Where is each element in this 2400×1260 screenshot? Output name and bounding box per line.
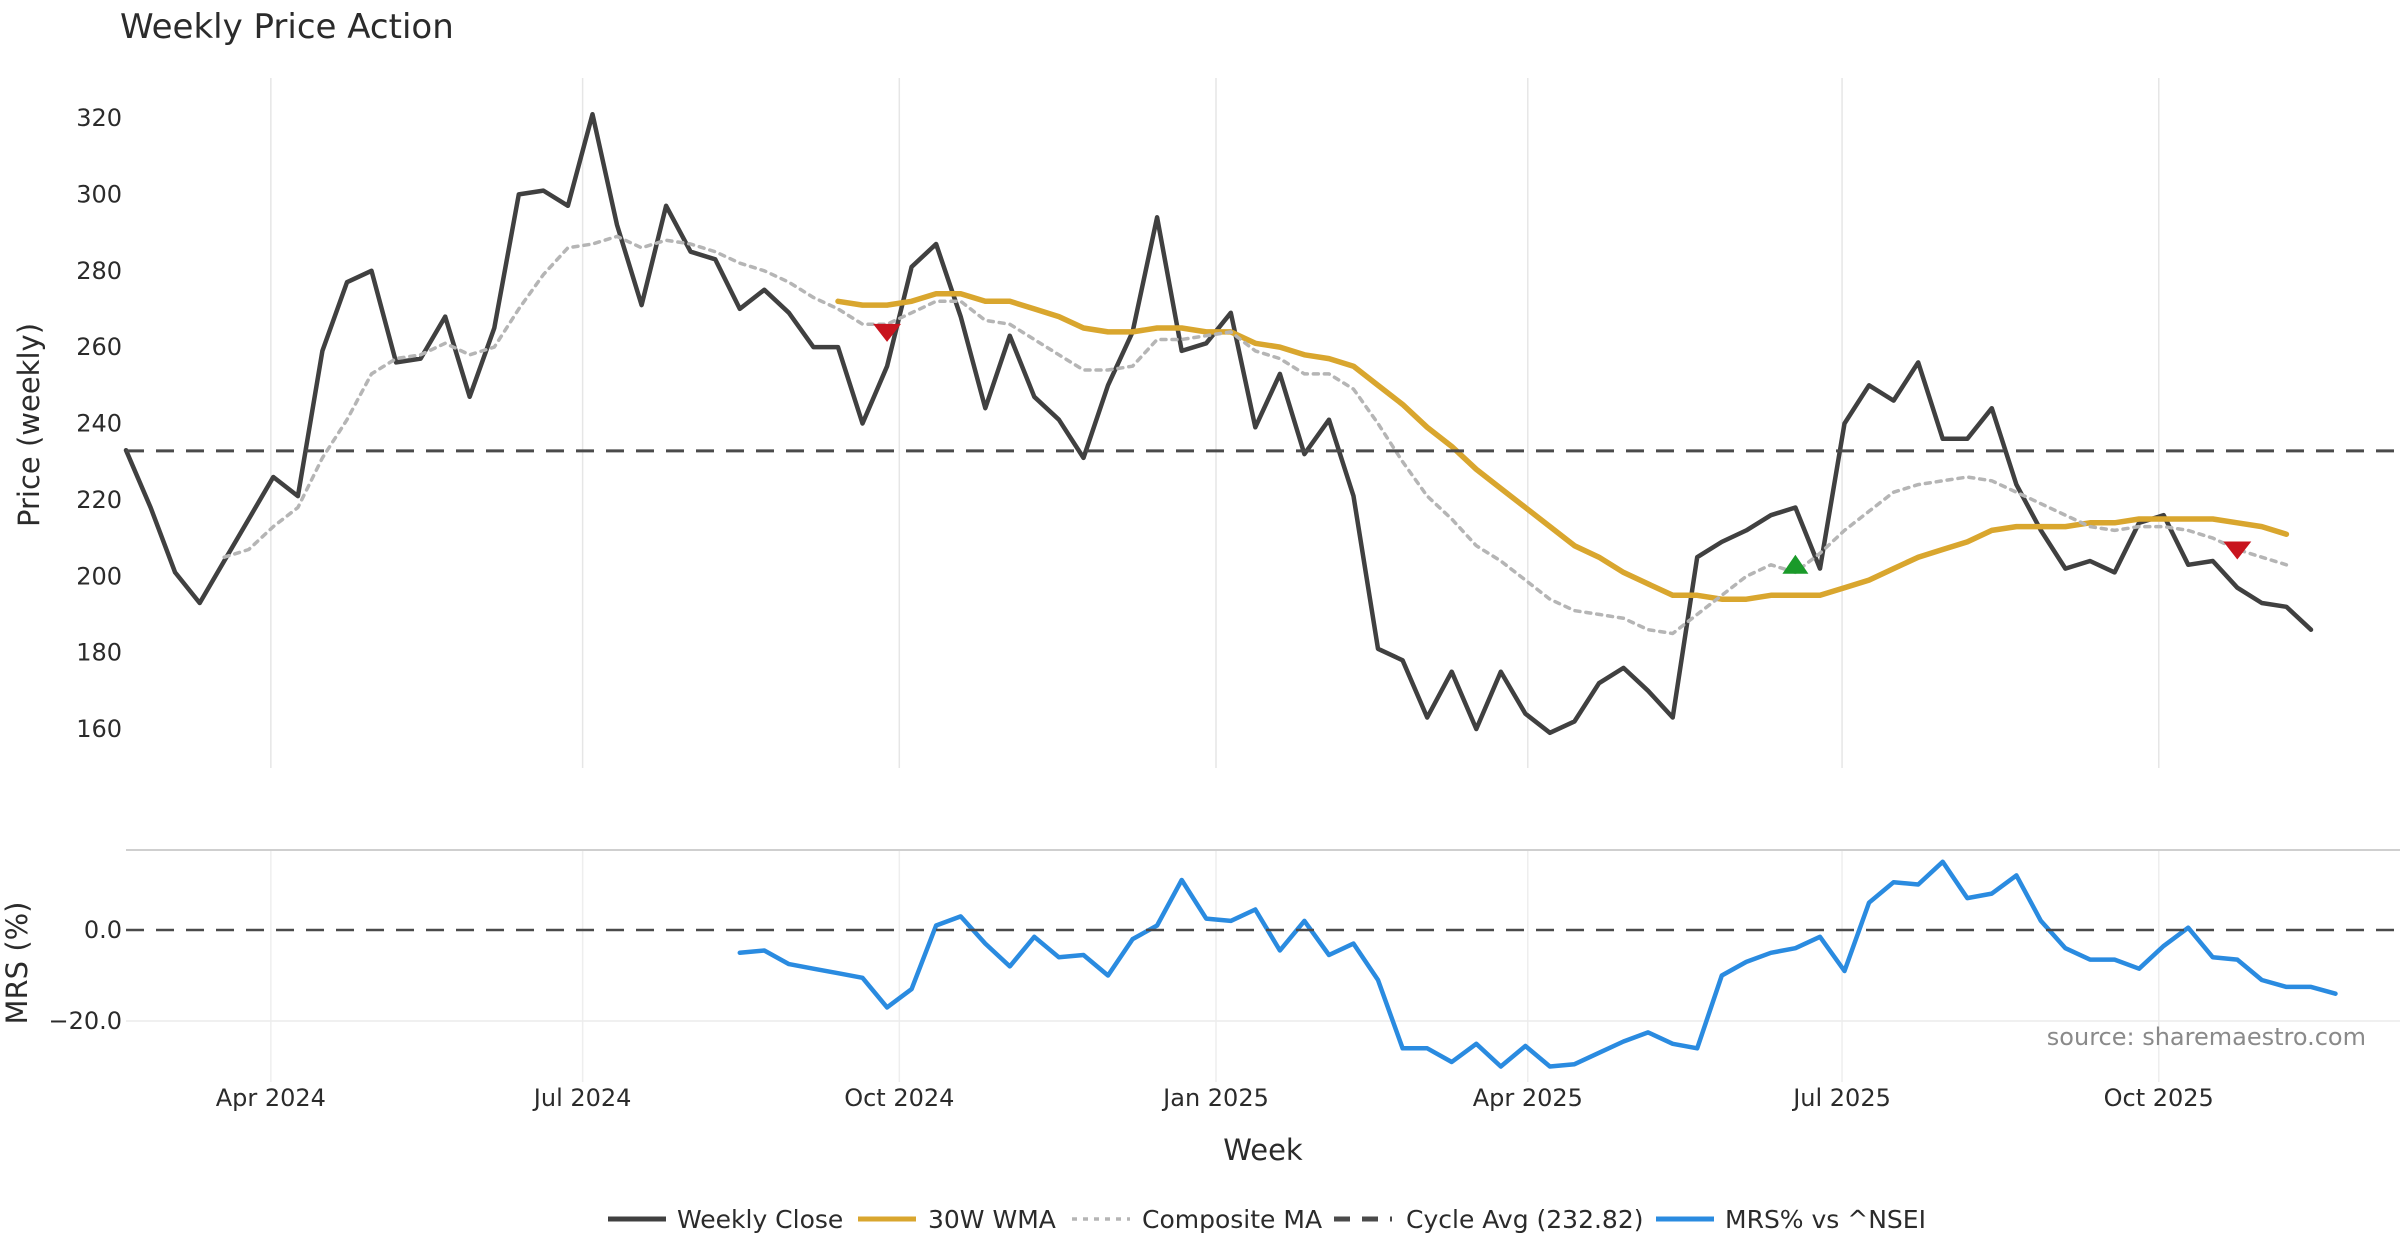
- series-30w-wma-line: [835, 290, 2290, 602]
- series-weekly-close-line: [123, 111, 2314, 736]
- legend: Weekly Close 30W WMA Composite MA Cycle Avg…: [608, 1205, 1926, 1234]
- price-y-tick-300: 300: [76, 180, 122, 208]
- series-composite-ma-line: [222, 234, 2289, 636]
- price-y-tick-320: 320: [76, 104, 122, 132]
- mrs-y-tick-minus20-0: −20.0: [48, 1007, 122, 1035]
- legend-label-mrs-vs-nsei: MRS% vs ^NSEI: [1725, 1205, 1926, 1234]
- x-axis: Apr 2024 Jul 2024 Oct 2024 Jan 2025 Apr 2025…: [216, 1084, 2214, 1112]
- price-y-tick-240: 240: [76, 410, 122, 438]
- sell-signal-marker-0: [873, 323, 902, 342]
- chart-title: Weekly Price Action: [120, 7, 454, 47]
- series-mrs-vs-nsei-line: [737, 859, 2338, 1069]
- vertical-gridlines: [270, 78, 2160, 1082]
- price-panel: 160 180 200 220 240 260 280 300 320: [76, 104, 2400, 743]
- price-y-tick-180: 180: [76, 639, 122, 667]
- legend-label-composite-ma: Composite MA: [1142, 1205, 1322, 1234]
- mrs-y-tick-0-0: 0.0: [84, 916, 122, 944]
- x-tick-oct-2025: Oct 2025: [2104, 1084, 2214, 1112]
- legend-label-30w-wma: 30W WMA: [928, 1205, 1056, 1234]
- legend-label-weekly-close: Weekly Close: [677, 1205, 843, 1234]
- x-tick-jul-2025: Jul 2025: [1791, 1084, 1891, 1112]
- source-note: source: sharemaestro.com: [2047, 1023, 2366, 1051]
- price-y-tick-220: 220: [76, 486, 122, 514]
- x-tick-apr-2025: Apr 2025: [1473, 1084, 1583, 1112]
- x-tick-jan-2025: Jan 2025: [1161, 1084, 1269, 1112]
- mrs-panel: 0.0 −20.0: [48, 849, 2400, 1069]
- legend-label-cycle-avg-232-82: Cycle Avg (232.82): [1406, 1205, 1644, 1234]
- price-y-tick-260: 260: [76, 333, 122, 361]
- x-tick-apr-2024: Apr 2024: [216, 1084, 326, 1112]
- x-tick-jul-2024: Jul 2024: [532, 1084, 632, 1112]
- price-y-tick-160: 160: [76, 715, 122, 743]
- price-y-tick-200: 200: [76, 562, 122, 590]
- x-tick-oct-2024: Oct 2024: [844, 1084, 954, 1112]
- buy-signal-marker-1: [1782, 554, 1809, 574]
- price-y-axis-title: Price (weekly): [12, 323, 46, 527]
- sell-signal-marker-2: [2223, 541, 2252, 560]
- mrs-y-axis-title: MRS (%): [0, 902, 34, 1025]
- x-axis-title: Week: [1223, 1133, 1303, 1167]
- price-y-tick-280: 280: [76, 257, 122, 285]
